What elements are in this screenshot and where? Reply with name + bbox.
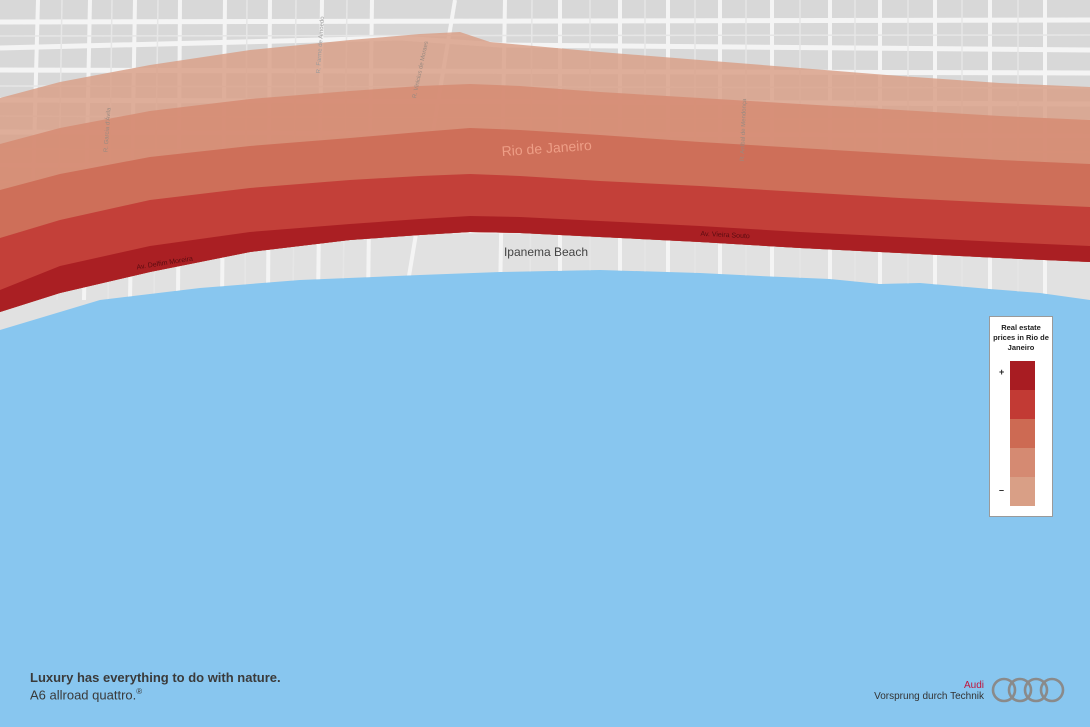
legend-swatch-2 bbox=[1010, 390, 1035, 419]
slogan: Luxury has everything to do with nature. bbox=[30, 670, 281, 685]
legend-swatch-3 bbox=[1010, 419, 1035, 448]
brand-tagline: Vorsprung durch Technik bbox=[874, 691, 984, 702]
model-text: A6 allroad quattro. bbox=[30, 687, 137, 703]
brand-name: Audi bbox=[963, 680, 984, 691]
legend-swatch-5 bbox=[1010, 477, 1035, 506]
audi-rings-logo bbox=[991, 677, 1065, 703]
street-label-garcia-davila: R. Garcia d'Ávila bbox=[102, 107, 112, 153]
street-label-anibal: R. Aníbal de Mendonça bbox=[740, 98, 748, 161]
legend-plus: + bbox=[999, 367, 1005, 377]
legend-minus: – bbox=[999, 485, 1005, 495]
legend-swatch-1 bbox=[1010, 361, 1035, 390]
price-legend: Real estate prices in Rio de Janeiro + – bbox=[989, 316, 1053, 517]
model-name: A6 allroad quattro.® bbox=[30, 687, 142, 702]
beach-label: Ipanema Beach bbox=[504, 245, 588, 259]
model-mark: ® bbox=[136, 687, 143, 696]
legend-swatch-4 bbox=[1010, 448, 1035, 477]
street-label-farme-amoedo: R. Farme de Amoedo bbox=[316, 16, 326, 74]
city-label: Rio de Janeiro bbox=[501, 137, 592, 159]
beach-sand bbox=[0, 232, 1090, 330]
street-label-vieira-souto: Av. Vieira Souto bbox=[700, 231, 750, 241]
price-band-5 bbox=[0, 216, 1090, 312]
price-band-4 bbox=[0, 174, 1090, 312]
legend-title: Real estate prices in Rio de Janeiro bbox=[993, 323, 1049, 352]
